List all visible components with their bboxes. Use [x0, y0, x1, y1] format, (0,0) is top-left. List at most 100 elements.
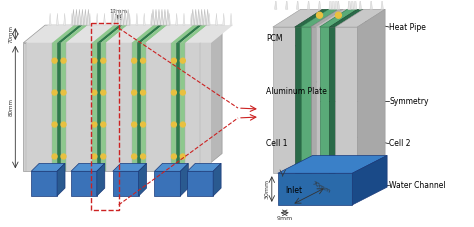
Polygon shape [180, 163, 188, 196]
Polygon shape [92, 25, 118, 43]
Polygon shape [223, 13, 225, 25]
Polygon shape [97, 25, 123, 43]
Polygon shape [370, 0, 373, 9]
Bar [101, 43, 106, 171]
Text: Cell 2: Cell 2 [389, 139, 410, 148]
Bar [23, 43, 200, 171]
Polygon shape [23, 25, 222, 43]
Bar [106, 43, 132, 171]
Polygon shape [307, 0, 310, 9]
Circle shape [141, 90, 146, 95]
Circle shape [180, 154, 185, 159]
Polygon shape [176, 25, 202, 43]
Polygon shape [31, 163, 65, 171]
Polygon shape [137, 25, 163, 43]
Polygon shape [180, 25, 207, 43]
Polygon shape [96, 13, 98, 25]
Circle shape [132, 58, 137, 63]
Polygon shape [172, 25, 198, 43]
Polygon shape [274, 0, 277, 9]
Text: Cell 1: Cell 1 [266, 139, 287, 148]
Polygon shape [89, 13, 91, 25]
Polygon shape [61, 25, 88, 43]
Polygon shape [115, 9, 118, 25]
Bar [176, 43, 180, 171]
Circle shape [92, 58, 97, 63]
Circle shape [141, 122, 146, 127]
Polygon shape [112, 9, 115, 25]
Polygon shape [354, 0, 357, 9]
Polygon shape [381, 0, 383, 9]
Bar [66, 43, 92, 171]
Circle shape [180, 122, 185, 127]
Polygon shape [230, 13, 232, 25]
Bar [310, 27, 316, 173]
Polygon shape [190, 13, 192, 25]
Polygon shape [161, 9, 164, 25]
Polygon shape [296, 0, 299, 9]
Polygon shape [72, 9, 75, 25]
Bar [97, 43, 101, 171]
Text: Water Channel: Water Channel [389, 181, 446, 190]
Polygon shape [168, 13, 170, 25]
Circle shape [141, 58, 146, 63]
Polygon shape [141, 25, 167, 43]
Polygon shape [278, 173, 352, 205]
Polygon shape [348, 0, 351, 9]
Circle shape [92, 90, 97, 95]
Polygon shape [194, 9, 197, 25]
Bar [172, 43, 176, 171]
Bar [61, 43, 66, 171]
Circle shape [61, 90, 66, 95]
Text: 70mm: 70mm [9, 25, 13, 43]
Polygon shape [351, 0, 354, 9]
Bar [187, 171, 213, 196]
Text: Inlet: Inlet [286, 186, 303, 195]
Polygon shape [87, 9, 90, 25]
Polygon shape [155, 163, 188, 171]
Polygon shape [336, 9, 385, 27]
Bar [155, 171, 180, 196]
Polygon shape [216, 13, 218, 25]
Circle shape [52, 90, 57, 95]
Polygon shape [185, 25, 233, 43]
Text: Aluminum Plate: Aluminum Plate [266, 87, 327, 96]
Bar [71, 171, 97, 196]
Circle shape [52, 122, 57, 127]
Polygon shape [332, 0, 335, 9]
Bar [301, 27, 310, 173]
Polygon shape [118, 9, 121, 25]
Polygon shape [206, 9, 209, 25]
Polygon shape [295, 9, 328, 27]
Bar [52, 43, 57, 171]
Polygon shape [329, 0, 332, 9]
Text: PCM: PCM [266, 35, 283, 43]
Polygon shape [157, 9, 161, 25]
Bar [295, 27, 301, 173]
Bar [132, 43, 137, 171]
Polygon shape [52, 25, 79, 43]
Polygon shape [337, 0, 339, 9]
Polygon shape [164, 9, 166, 25]
Polygon shape [316, 9, 347, 27]
Polygon shape [143, 13, 145, 25]
Circle shape [180, 90, 185, 95]
Polygon shape [111, 13, 113, 25]
Polygon shape [329, 9, 363, 27]
Circle shape [101, 58, 106, 63]
Circle shape [172, 58, 176, 63]
Polygon shape [121, 9, 124, 25]
Polygon shape [49, 13, 51, 25]
Polygon shape [359, 0, 362, 9]
Polygon shape [106, 25, 154, 43]
Polygon shape [151, 13, 153, 25]
Bar [92, 43, 97, 171]
Polygon shape [310, 9, 343, 27]
Polygon shape [57, 25, 83, 43]
Polygon shape [278, 155, 387, 173]
Polygon shape [191, 9, 194, 25]
Polygon shape [176, 13, 178, 25]
Polygon shape [352, 155, 387, 205]
Bar [31, 171, 57, 196]
Circle shape [172, 154, 176, 159]
